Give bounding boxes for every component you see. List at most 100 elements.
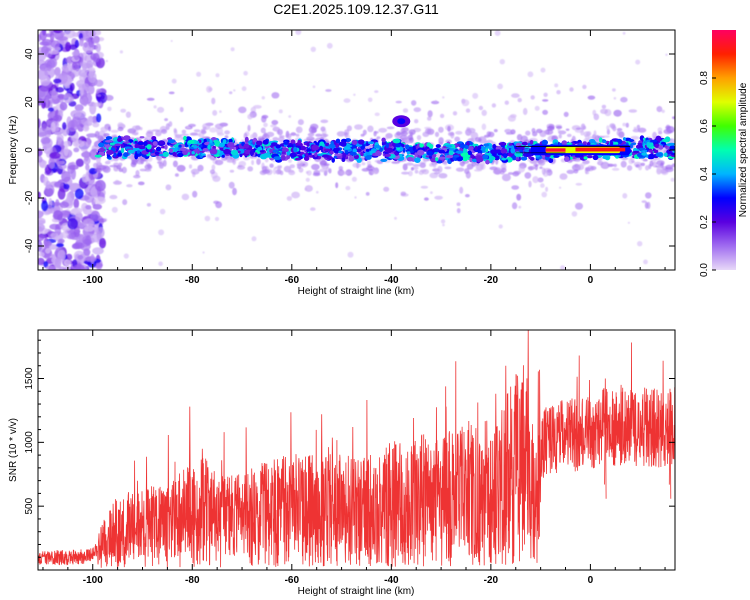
band-blob bbox=[333, 155, 338, 159]
noise-blob bbox=[63, 140, 71, 147]
band-blob bbox=[271, 142, 278, 147]
band-blob bbox=[497, 152, 503, 156]
halo-blob bbox=[403, 131, 409, 135]
noise-blob bbox=[52, 114, 63, 122]
stray-blob bbox=[288, 158, 292, 163]
band-blob bbox=[159, 153, 164, 157]
spectrogram-faint-blobs bbox=[38, 30, 675, 270]
halo-blob bbox=[400, 191, 407, 196]
band-blob bbox=[660, 141, 666, 145]
band-blob bbox=[456, 156, 464, 162]
band-blob bbox=[321, 154, 330, 158]
halo-blob bbox=[622, 193, 628, 199]
halo-blob bbox=[189, 132, 199, 136]
halo-blob bbox=[528, 180, 532, 188]
halo-blob bbox=[438, 126, 444, 133]
spectrogram-y-tick-label: 20 bbox=[24, 96, 35, 108]
band-blob bbox=[436, 160, 443, 164]
stray-blob bbox=[367, 97, 373, 103]
band-blob bbox=[507, 152, 513, 157]
stray-blob bbox=[440, 219, 446, 224]
band-blob bbox=[275, 144, 281, 149]
halo-blob bbox=[545, 186, 549, 192]
halo-blob bbox=[266, 131, 275, 138]
noise-blob bbox=[87, 116, 93, 126]
band-blob bbox=[209, 148, 218, 155]
halo-blob bbox=[108, 126, 111, 132]
stray-blob bbox=[622, 122, 626, 127]
halo-blob bbox=[132, 125, 141, 130]
band-blob bbox=[123, 141, 130, 144]
band-blob bbox=[422, 153, 428, 159]
noise-blob bbox=[59, 266, 66, 270]
halo-blob bbox=[611, 167, 620, 171]
halo-blob bbox=[456, 208, 461, 214]
noise-blob bbox=[99, 237, 106, 249]
noise-blob bbox=[49, 96, 61, 105]
band-blob bbox=[638, 147, 646, 151]
halo-blob bbox=[543, 130, 549, 135]
halo-blob bbox=[444, 166, 452, 170]
halo-blob bbox=[250, 134, 254, 140]
band-blob bbox=[467, 146, 474, 151]
spectrogram-y-tick-label: -40 bbox=[24, 238, 35, 253]
stray-blob bbox=[295, 30, 302, 35]
band-blob bbox=[243, 143, 250, 149]
band-blob bbox=[289, 152, 297, 158]
halo-blob bbox=[473, 169, 483, 172]
band-blob bbox=[297, 139, 302, 145]
noise-blob bbox=[92, 203, 103, 210]
noise-blob bbox=[94, 30, 102, 36]
colorbar-tick-label: 0.8 bbox=[699, 71, 710, 85]
halo-blob bbox=[109, 164, 118, 168]
halo-blob bbox=[541, 167, 546, 175]
band-blob bbox=[305, 152, 309, 157]
band-blob bbox=[670, 152, 675, 156]
band-blob bbox=[649, 139, 658, 143]
noise-blob bbox=[60, 212, 70, 219]
halo-blob bbox=[530, 159, 538, 164]
stray-blob bbox=[643, 259, 648, 265]
band-blob bbox=[449, 148, 456, 151]
stray-blob bbox=[347, 251, 354, 258]
halo-blob bbox=[620, 96, 628, 103]
streak-blob bbox=[543, 92, 548, 98]
halo-blob bbox=[478, 138, 482, 142]
halo-blob bbox=[110, 129, 119, 133]
noise-blob bbox=[38, 220, 46, 225]
halo-blob bbox=[260, 127, 266, 134]
halo-blob bbox=[422, 131, 430, 137]
halo-blob bbox=[637, 127, 647, 133]
band-blob bbox=[655, 135, 662, 142]
colorbar-tick-label: 0.6 bbox=[699, 119, 710, 133]
halo-blob bbox=[312, 172, 321, 177]
halo-blob bbox=[196, 133, 201, 137]
band-blob bbox=[602, 140, 607, 144]
halo-blob bbox=[520, 135, 529, 143]
noise-blob bbox=[64, 30, 76, 39]
stray-blob bbox=[261, 96, 265, 100]
halo-blob bbox=[575, 182, 583, 186]
halo-blob bbox=[320, 119, 329, 124]
noise-blob bbox=[95, 43, 101, 53]
band-blob bbox=[342, 152, 347, 159]
band-blob bbox=[406, 156, 414, 162]
halo-blob bbox=[438, 173, 448, 179]
noise-blob bbox=[49, 90, 57, 96]
noise-blob bbox=[38, 127, 47, 138]
band-blob bbox=[143, 141, 148, 147]
halo-blob bbox=[465, 194, 470, 198]
band-blob bbox=[123, 135, 131, 142]
band-blob bbox=[330, 140, 334, 146]
band-blob bbox=[471, 158, 478, 163]
stray-blob bbox=[351, 176, 357, 182]
band-blob bbox=[506, 144, 515, 149]
halo-blob bbox=[656, 165, 663, 174]
stray-blob bbox=[219, 110, 222, 113]
halo-blob bbox=[121, 166, 127, 174]
stray-blob bbox=[278, 109, 283, 114]
band-blob bbox=[343, 146, 352, 150]
halo-blob bbox=[571, 135, 576, 143]
band-blob bbox=[365, 148, 370, 152]
